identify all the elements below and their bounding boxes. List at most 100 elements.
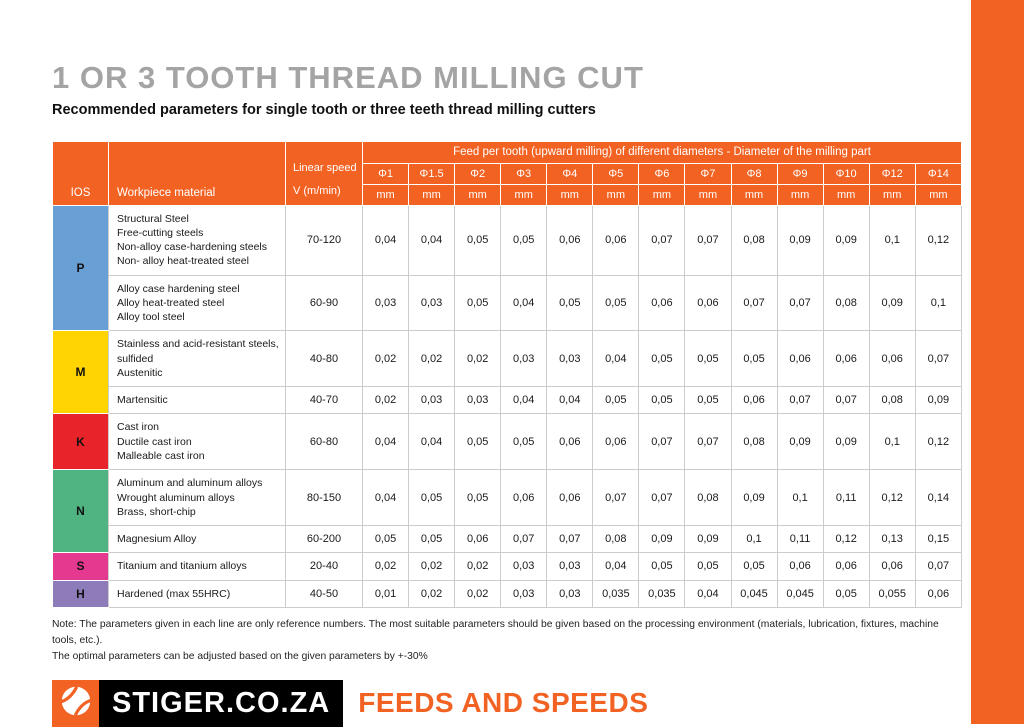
unit-header: mm (454, 183, 502, 206)
table-row: Magnesium Alloy 60-200 0,05 0,05 0,06 0,07 0,0… (53, 525, 963, 554)
feed-value-cell: 0,07 (500, 525, 548, 554)
diameter-header: Φ7 (684, 162, 732, 185)
feed-value-cell: 0,07 (546, 525, 594, 554)
feed-value-cell: 0,09 (914, 386, 963, 415)
table-header: IOS Workpiece material Linear speed V (m… (52, 140, 963, 206)
diameter-header: Φ3 (500, 162, 548, 185)
workpiece-material-cell: Stainless and acid-resistant steels, sul… (108, 330, 286, 388)
material-line: Alloy heat-treated steel (117, 296, 225, 309)
stiger-swirl-icon (58, 683, 94, 724)
feed-value-cell: 0,12 (914, 413, 963, 471)
table-body: P Structural Steel Free-cutting steels Non-… (52, 204, 963, 608)
feed-value-cell: 0,11 (776, 525, 824, 554)
unit-header: mm (730, 183, 778, 206)
feed-value-cell: 0,035 (592, 579, 640, 608)
feed-value-cell: 0,13 (868, 525, 916, 554)
feed-value-cell: 0,05 (546, 274, 594, 332)
material-line: Non- alloy heat-treated steel (117, 255, 249, 268)
feed-value-cell: 0,09 (822, 204, 870, 276)
feed-value-cell: 0,1 (730, 525, 778, 554)
feed-value-cell: 0,12 (868, 469, 916, 527)
table-row: Alloy case hardening steel Alloy heat-tre… (53, 274, 963, 332)
feed-value-cell: 0,06 (638, 274, 686, 332)
feed-value-cell: 0,02 (454, 552, 502, 581)
table-row: N Aluminum and aluminum alloys Wrought alu… (52, 469, 963, 554)
feed-value-cell: 0,05 (454, 469, 502, 527)
feed-value-cell: 0,02 (361, 330, 410, 388)
material-line: Free-cutting steels (117, 226, 204, 239)
linear-speed-cell: 40-70 (285, 386, 363, 415)
header-row-units: mm mm mm mm mm mm mm mm mm mm mm mm mm (53, 183, 963, 206)
feed-value-cell: 0,04 (408, 204, 456, 276)
material-line: Magnesium Alloy (117, 533, 197, 546)
feed-value-cell: 0,05 (638, 386, 686, 415)
material-line: Alloy case hardening steel (117, 282, 240, 295)
linear-speed-cell: 70-120 (285, 204, 363, 276)
workpiece-material-cell: Cast iron Ductile cast iron Malleable cast… (108, 413, 286, 471)
feed-value-cell: 0,06 (822, 330, 870, 388)
diameter-header: Φ1.5 (408, 162, 456, 185)
unit-header: mm (776, 183, 824, 206)
diameter-header: Φ1 (361, 162, 410, 185)
feed-value-cell: 0,06 (776, 330, 824, 388)
iso-group-cell: N (52, 469, 109, 554)
material-line: Alloy tool steel (117, 311, 185, 324)
workpiece-material-cell: Martensitic (108, 386, 286, 415)
feed-value-cell: 0,07 (638, 204, 686, 276)
table-row: K Cast iron Ductile cast iron Malleable cas… (52, 413, 963, 471)
feed-value-cell: 0,09 (868, 274, 916, 332)
feed-value-cell: 0,09 (822, 413, 870, 471)
material-line: Hardened (max 55HRC) (117, 587, 231, 600)
workpiece-material-cell: Aluminum and aluminum alloys Wrought alum… (108, 469, 286, 527)
feed-value-cell: 0,06 (454, 525, 502, 554)
feed-value-cell: 0,06 (776, 552, 824, 581)
feed-value-cell: 0,07 (914, 330, 963, 388)
linear-speed-cell: 60-90 (285, 274, 363, 332)
feed-value-cell: 0,05 (500, 413, 548, 471)
feed-value-cell: 0,07 (914, 552, 963, 581)
feed-value-cell: 0,06 (592, 204, 640, 276)
linear-speed-cell: 60-200 (285, 525, 363, 554)
feed-value-cell: 0,05 (454, 413, 502, 471)
table-row: M Stainless and acid-resistant steels, su… (52, 330, 963, 415)
diameter-header: Φ12 (868, 162, 916, 185)
feed-value-cell: 0,04 (500, 274, 548, 332)
feed-value-cell: 0,06 (546, 413, 594, 471)
feed-value-cell: 0,07 (638, 469, 686, 527)
feed-value-cell: 0,05 (454, 274, 502, 332)
feed-value-cell: 0,04 (592, 330, 640, 388)
feed-value-cell: 0,06 (822, 552, 870, 581)
feed-value-cell: 0,05 (408, 469, 456, 527)
feed-value-cell: 0,09 (776, 413, 824, 471)
col-header-ios: IOS (52, 140, 109, 206)
feed-value-cell: 0,02 (408, 330, 456, 388)
table-row: P Structural Steel Free-cutting steels Non-… (52, 204, 963, 332)
feed-value-cell: 0,1 (776, 469, 824, 527)
feed-value-cell: 0,06 (546, 204, 594, 276)
linear-speed-cell: 40-50 (285, 579, 363, 608)
col-header-material: Workpiece material (108, 140, 286, 206)
feed-value-cell: 0,12 (822, 525, 870, 554)
iso-group-cell: P (52, 204, 109, 332)
diameter-header: Φ8 (730, 162, 778, 185)
diameter-header: Φ6 (638, 162, 686, 185)
table-row: S Titanium and titanium alloys 20-40 0,02 0,… (52, 552, 963, 581)
feed-value-cell: 0,14 (914, 469, 963, 527)
feed-value-cell: 0,04 (361, 204, 410, 276)
feed-value-cell: 0,045 (730, 579, 778, 608)
parameters-table: IOS Workpiece material Linear speed V (m… (52, 140, 963, 608)
workpiece-material-cell: Alloy case hardening steel Alloy heat-tre… (108, 274, 286, 332)
feed-value-cell: 0,08 (592, 525, 640, 554)
feed-value-cell: 0,05 (592, 386, 640, 415)
feed-value-cell: 0,05 (730, 330, 778, 388)
material-line: Brass, short-chip (117, 505, 196, 518)
feed-value-cell: 0,07 (684, 204, 732, 276)
material-line: Austenitic (117, 366, 163, 379)
table-row: Martensitic 40-70 0,02 0,03 0,03 0,04 0,04 0,05… (53, 386, 963, 415)
feed-value-cell: 0,05 (730, 552, 778, 581)
feed-value-cell: 0,05 (822, 579, 870, 608)
stiger-logo-box (52, 679, 99, 727)
feed-value-cell: 0,05 (684, 330, 732, 388)
feed-value-cell: 0,1 (914, 274, 963, 332)
feed-value-cell: 0,02 (454, 330, 502, 388)
